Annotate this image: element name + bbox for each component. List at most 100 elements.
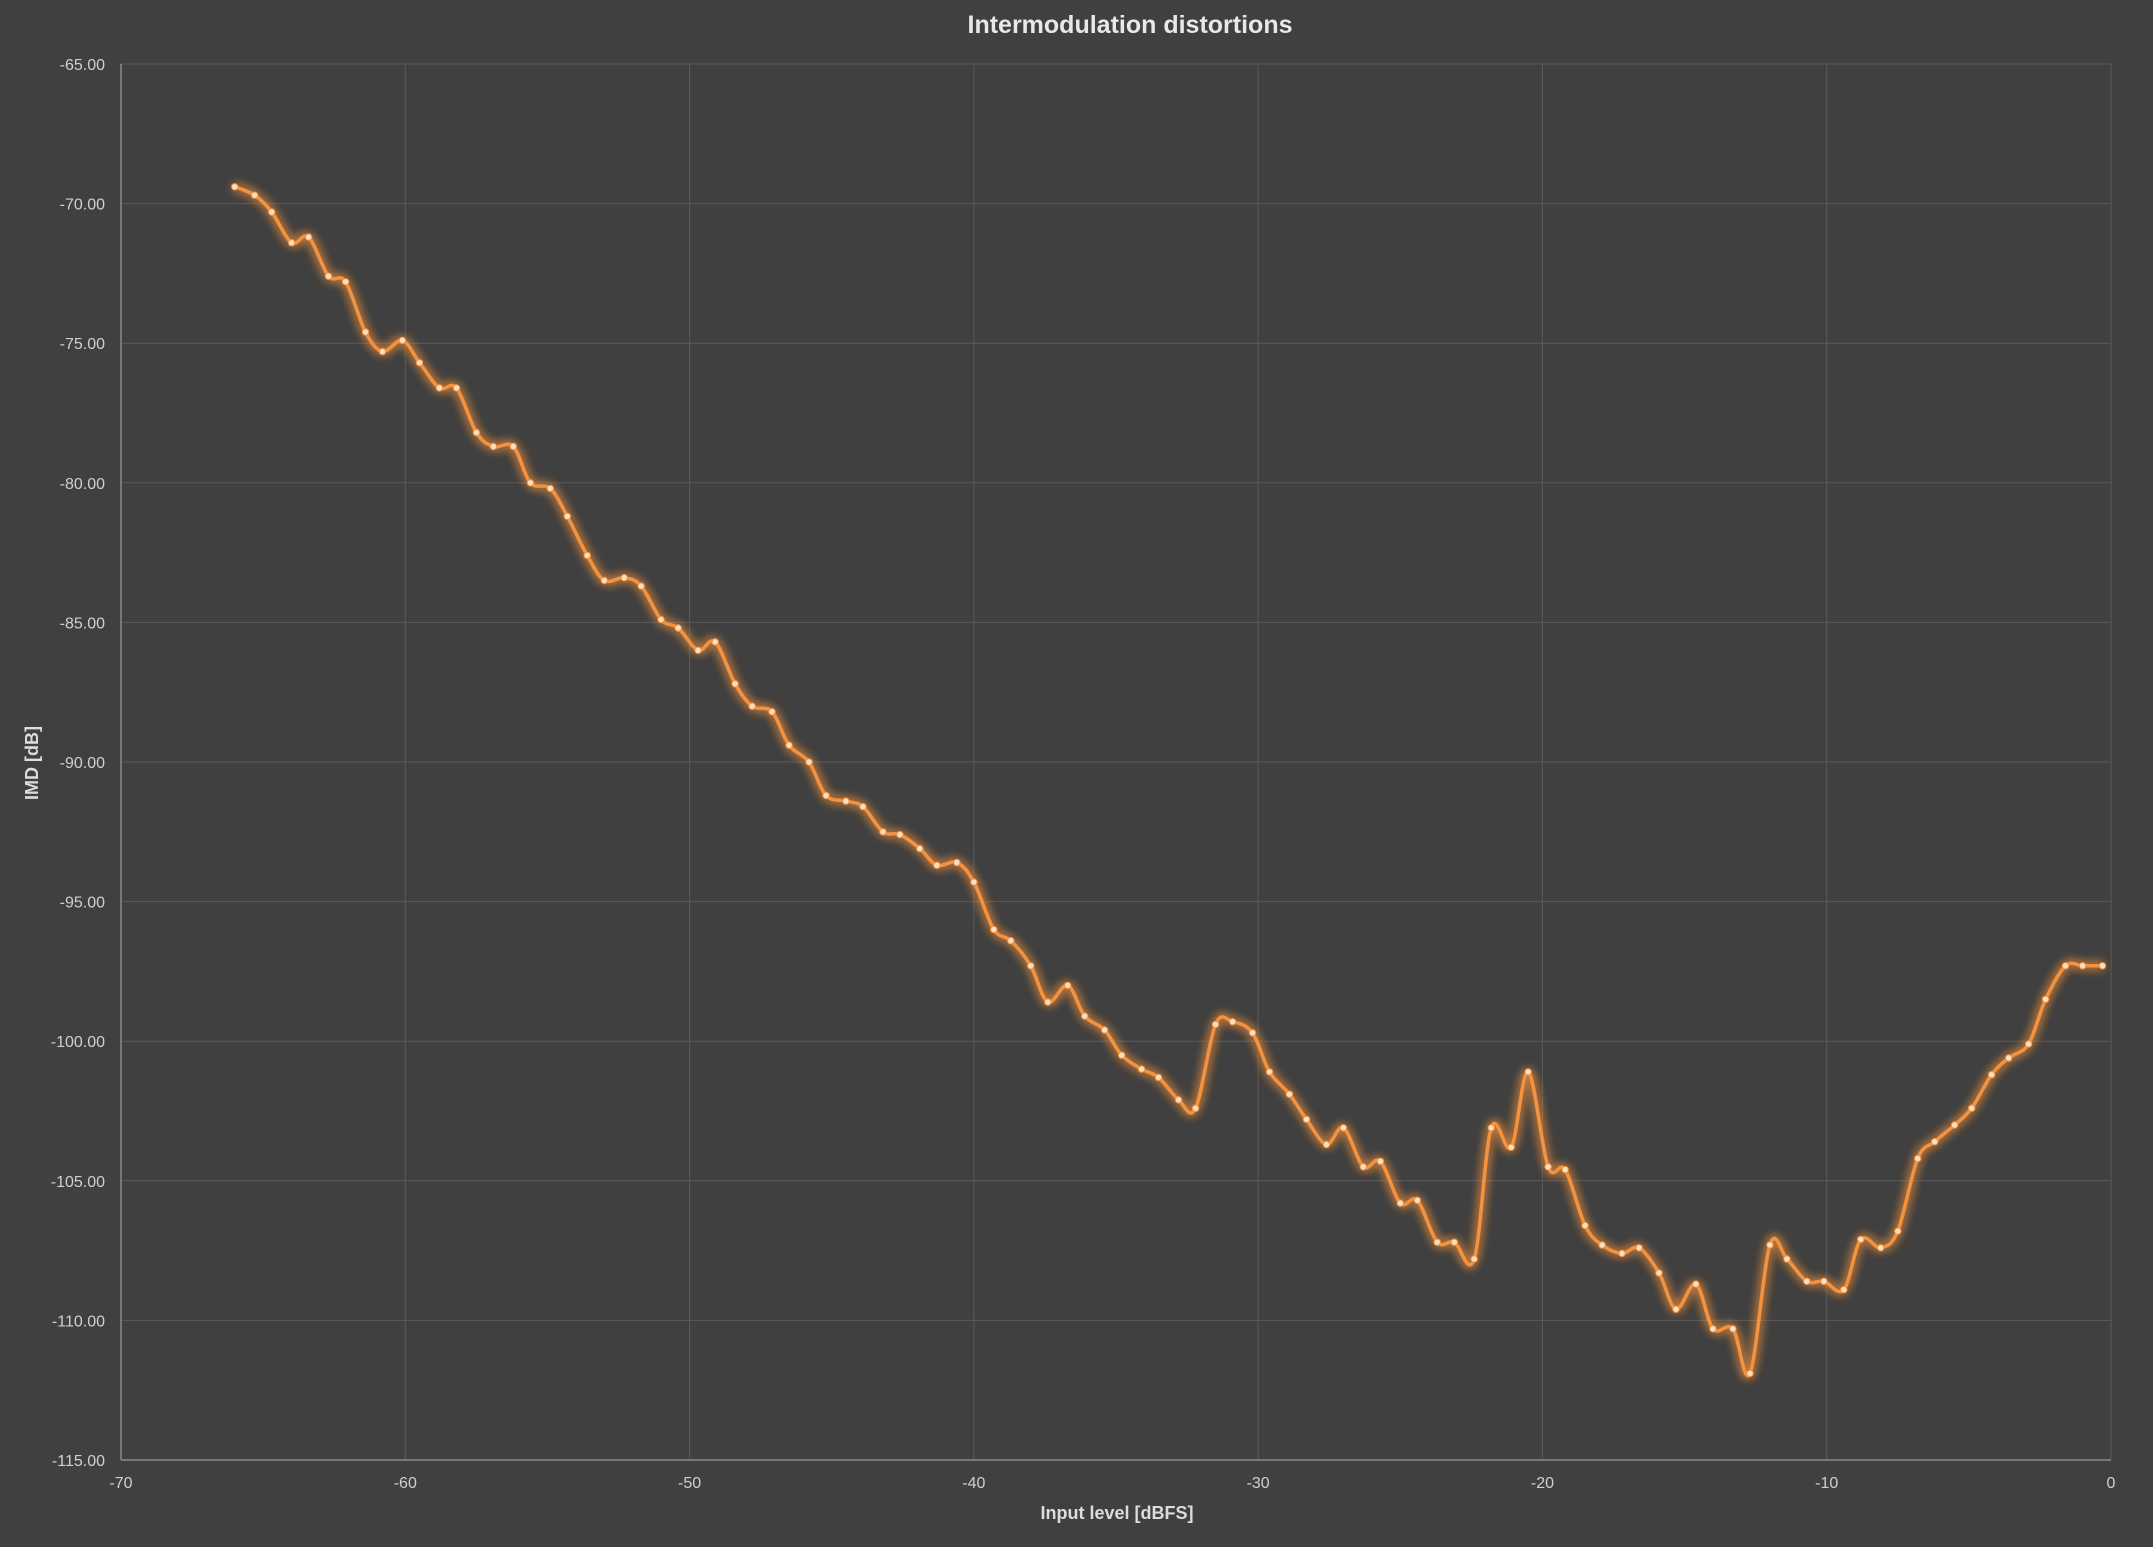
data-point (822, 791, 830, 800)
data-point (2061, 962, 2070, 970)
data-point (1118, 1051, 1126, 1059)
data-point (1339, 1124, 1348, 1132)
data-point (600, 576, 608, 585)
data-point (1027, 962, 1035, 970)
data-point (1729, 1325, 1737, 1333)
data-point (1064, 981, 1072, 990)
data-point (398, 336, 407, 345)
data-point (1561, 1165, 1569, 1174)
series-layer (231, 183, 2107, 1378)
data-point (2098, 962, 2107, 970)
data-point (324, 272, 333, 280)
data-point (452, 384, 461, 392)
data-point (842, 797, 850, 805)
data-point (731, 680, 739, 688)
data-point (694, 646, 702, 654)
data-point (472, 428, 481, 437)
data-point (1598, 1241, 1606, 1249)
data-point (2024, 1040, 2033, 1048)
data-point (1877, 1244, 1885, 1252)
data-point (1302, 1115, 1311, 1124)
data-point (304, 233, 313, 241)
data-point (1857, 1235, 1865, 1244)
chart-title: Intermodulation distortions (968, 11, 1293, 39)
data-point (1100, 1026, 1109, 1034)
data-point (1211, 1020, 1220, 1029)
y-tick-label: -85.00 (60, 615, 105, 632)
data-point (2041, 995, 2050, 1003)
data-point (1544, 1163, 1552, 1171)
data-point (970, 878, 978, 886)
data-point (509, 442, 517, 451)
data-point (378, 347, 387, 356)
data-point (768, 708, 776, 716)
y-tick-label: -65.00 (60, 57, 105, 74)
data-point (1359, 1163, 1368, 1171)
data-point (990, 925, 998, 934)
data-point (1081, 1012, 1089, 1020)
data-point (711, 638, 719, 646)
data-point (1376, 1157, 1385, 1166)
data-point (933, 861, 941, 869)
data-point (1635, 1244, 1643, 1252)
data-point (1413, 1196, 1422, 1205)
data-point (1931, 1138, 1939, 1146)
data-point (231, 183, 239, 191)
data-point (583, 551, 591, 560)
data-point (896, 830, 904, 839)
data-point (268, 208, 276, 216)
data-point (1524, 1068, 1532, 1076)
x-tick-label: -30 (1247, 1475, 1270, 1492)
data-point (1803, 1277, 1811, 1286)
data-point (1228, 1018, 1237, 1026)
data-point (287, 239, 296, 247)
data-point (1265, 1068, 1274, 1076)
axes (120, 64, 2111, 1461)
data-point (1044, 998, 1052, 1006)
tick-labels: -65.00 -70.00 -75.00 -80.00 -85.00 -90.00 -95.… (51, 57, 2116, 1492)
data-point (1709, 1325, 1717, 1333)
x-axis-title: Input level [dBFS] (1041, 1503, 1194, 1523)
data-point (1137, 1065, 1146, 1073)
data-point (805, 758, 813, 766)
data-point (1618, 1249, 1626, 1258)
data-point (2005, 1054, 2013, 1062)
data-point (2078, 962, 2087, 970)
x-tick-label: -20 (1531, 1475, 1554, 1492)
data-point (1191, 1104, 1200, 1112)
data-point (546, 484, 554, 493)
data-point (1894, 1227, 1902, 1235)
x-tick-label: -40 (962, 1475, 985, 1492)
data-point (1433, 1238, 1441, 1246)
data-point (1766, 1241, 1774, 1249)
data-point (1507, 1143, 1515, 1152)
data-point (1987, 1071, 1996, 1079)
data-point (1655, 1269, 1663, 1277)
y-axis-title: IMD [dB] (22, 726, 42, 800)
data-point (489, 442, 498, 451)
data-point (953, 858, 961, 867)
x-tick-label: -50 (678, 1475, 701, 1492)
data-point (1783, 1255, 1791, 1263)
data-point (748, 702, 756, 710)
x-tick-label: -70 (109, 1475, 132, 1492)
data-point (657, 615, 665, 624)
data-point (1746, 1369, 1754, 1378)
y-tick-label: -110.00 (52, 1313, 105, 1330)
data-point (1820, 1277, 1828, 1286)
y-tick-label: -70.00 (60, 197, 105, 214)
data-point (1840, 1286, 1848, 1294)
y-tick-label: -80.00 (60, 476, 105, 493)
x-tick-label: -10 (1815, 1475, 1838, 1492)
data-point (859, 803, 867, 811)
data-point (1950, 1121, 1959, 1129)
data-point (435, 384, 444, 392)
data-point (415, 359, 424, 367)
data-point (1470, 1255, 1478, 1263)
y-tick-label: -90.00 (60, 755, 105, 772)
data-point (1914, 1154, 1922, 1163)
data-point (879, 828, 887, 836)
data-point (1672, 1305, 1680, 1313)
data-point (1285, 1090, 1294, 1098)
